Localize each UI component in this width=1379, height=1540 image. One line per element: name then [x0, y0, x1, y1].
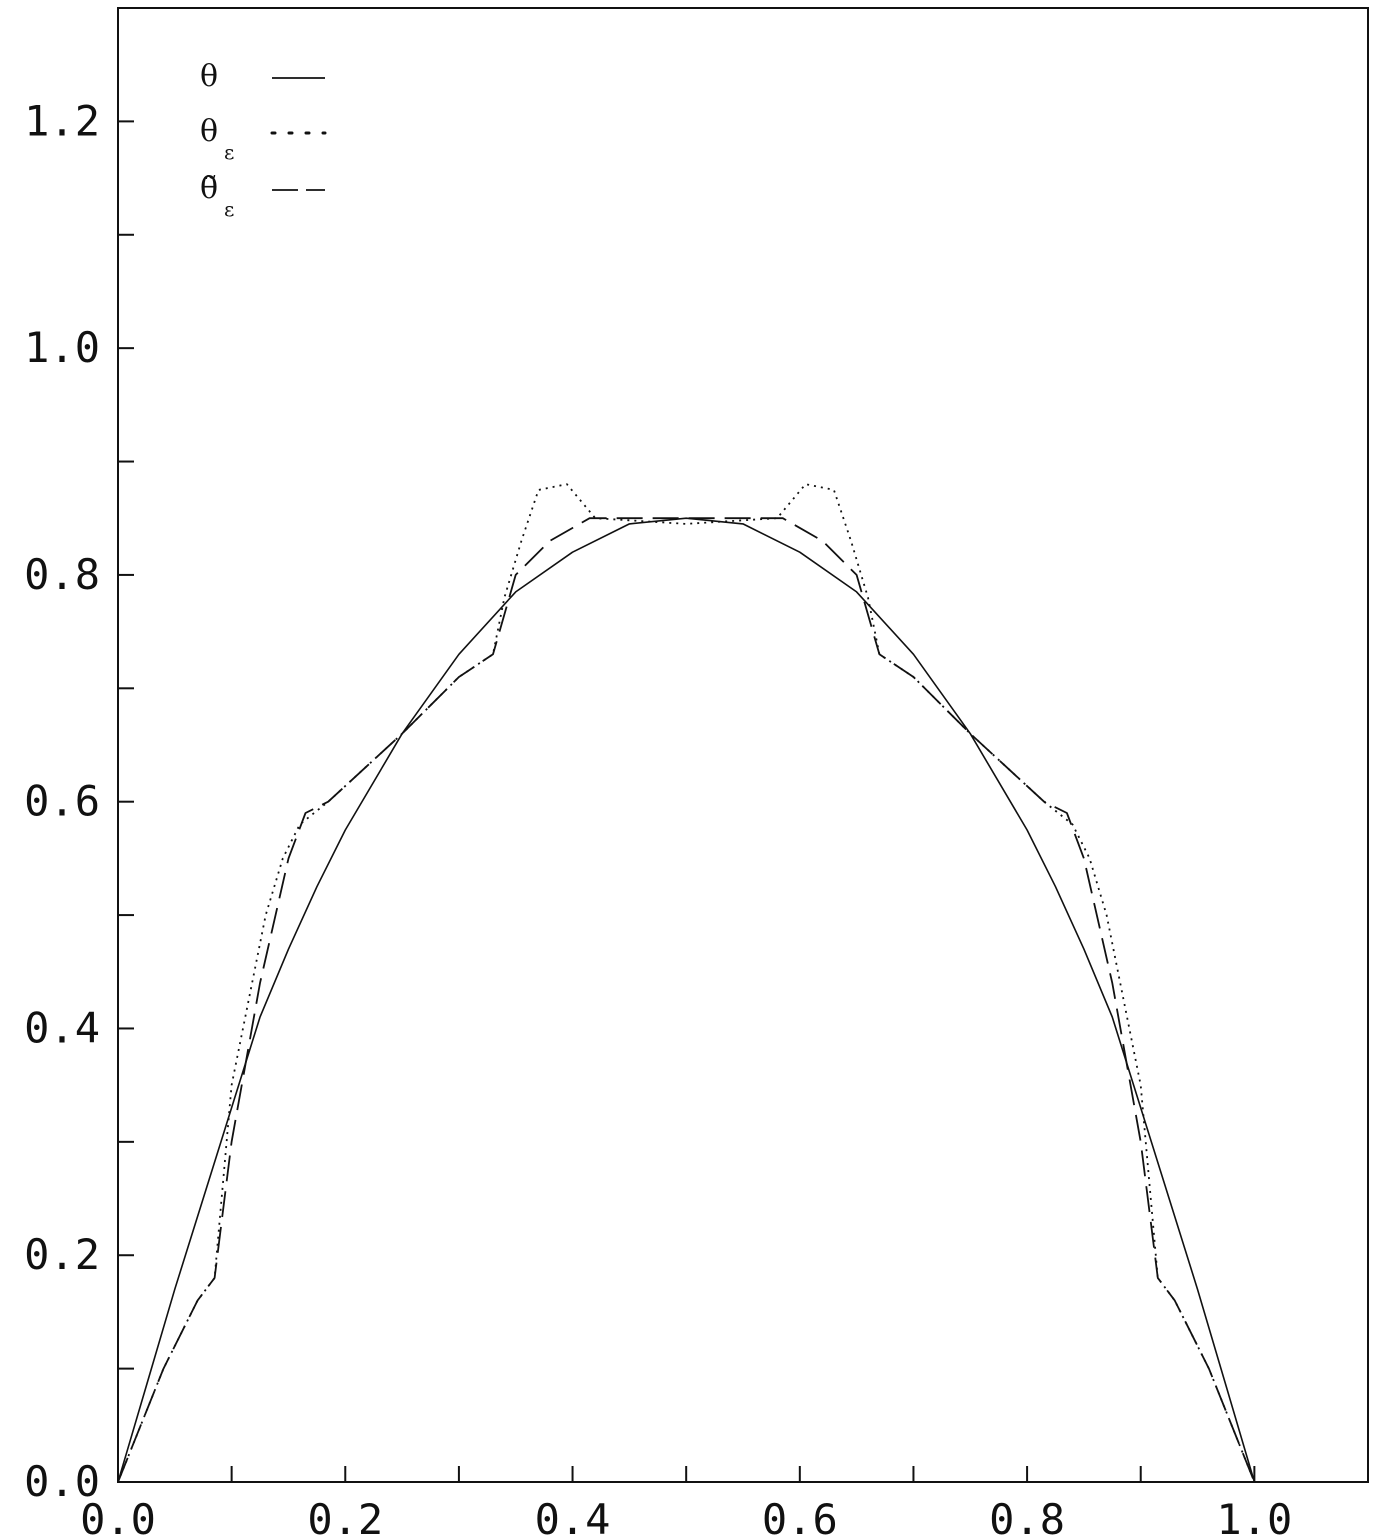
- legend-label: θ: [200, 59, 218, 94]
- y-tick-label: 0.2: [24, 1230, 100, 1279]
- legend-subscript: ε: [224, 140, 234, 164]
- y-tick-label: 0.4: [24, 1003, 100, 1052]
- x-tick-label: 0.8: [989, 1495, 1065, 1540]
- legend-label: θ: [200, 114, 218, 149]
- x-tick-label: 0.6: [762, 1495, 838, 1540]
- series-line-dashed: [117, 517, 1256, 1483]
- x-tick-label: 0.2: [307, 1495, 383, 1540]
- x-tick-label: 1.0: [1216, 1495, 1292, 1540]
- y-tick-label: 0.0: [24, 1457, 100, 1506]
- plot-frame: [117, 7, 1369, 1483]
- series-lines: [117, 483, 1256, 1483]
- x-tick-label: 0.4: [535, 1495, 611, 1540]
- series-line-solid: [117, 517, 1256, 1483]
- legend-label: θ̃: [200, 171, 218, 206]
- y-tick-label: 1.0: [24, 323, 100, 372]
- y-tick-label: 1.2: [24, 96, 100, 145]
- x-tick-label: 0.0: [80, 1495, 156, 1540]
- y-tick-label: 0.6: [24, 777, 100, 826]
- legend-subscript: ε: [224, 197, 234, 221]
- axes: 0.0 0.2 0.4 0.6 0.8 1.0 0.0 0.2 0.4 0.6 0.8 1.0 1.2: [24, 7, 1369, 1540]
- y-tick-label: 0.8: [24, 550, 100, 599]
- series-line-dotted: [117, 483, 1256, 1483]
